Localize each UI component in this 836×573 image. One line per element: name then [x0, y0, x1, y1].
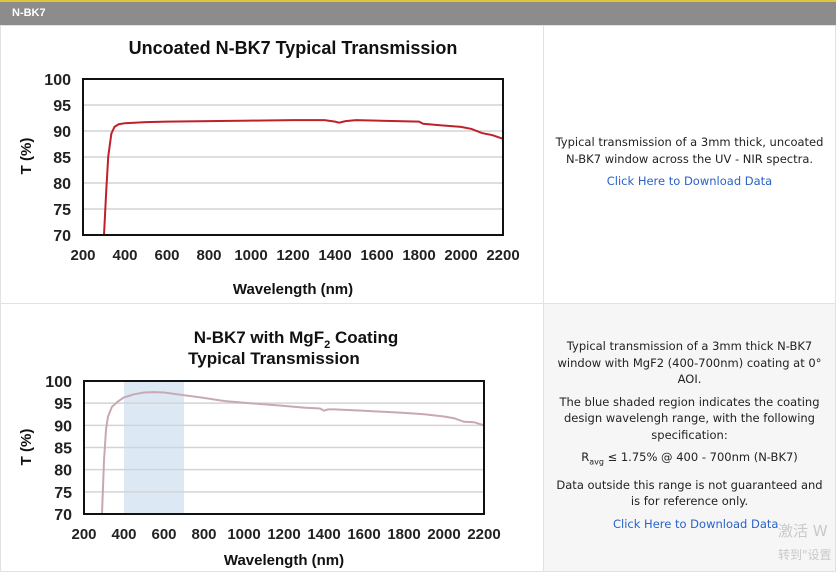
watermark: 激活 W	[778, 522, 828, 540]
download-data-link[interactable]: Click Here to Download Data	[606, 174, 773, 188]
download-data-link[interactable]: Click Here to Download Data	[613, 516, 779, 531]
y-axis-label: T (%)	[18, 138, 35, 175]
x-tick-label: 1600	[360, 247, 393, 264]
description-cell-uncoated: Typical transmission of a 3mm thick, unc…	[543, 25, 836, 304]
description-text: Data outside this range is not guarantee…	[556, 477, 823, 509]
x-tick-label: 200	[70, 247, 95, 264]
chart-title: Uncoated N-BK7 Typical Transmission	[129, 38, 458, 58]
x-tick-label: 800	[196, 247, 221, 264]
x-tick-label: 1800	[402, 247, 435, 264]
y-tick-label: 85	[54, 441, 72, 458]
y-tick-label: 100	[44, 72, 71, 89]
x-tick-label: 1200	[276, 247, 309, 264]
x-axis-label: Wavelength (nm)	[224, 552, 344, 569]
section-header: N-BK7	[0, 0, 836, 25]
x-tick-label: 2000	[444, 247, 477, 264]
x-tick-label: 400	[112, 247, 137, 264]
y-tick-label: 70	[53, 228, 71, 245]
y-tick-label: 70	[54, 507, 72, 524]
chart-cell-mgf2: 70 75 80 85 90 95 100 200 400 600 800 1000 1200 1400 1…	[0, 303, 544, 572]
y-tick-label: 95	[53, 98, 71, 115]
chart-mgf2: 70 75 80 85 90 95 100 200 400 600 800 1000 1200 1400 1…	[18, 328, 501, 569]
description-cell-mgf2: Typical transmission of a 3mm thick N-BK…	[543, 303, 836, 572]
y-tick-label: 95	[54, 396, 72, 413]
x-tick-label: 2000	[427, 526, 460, 543]
x-tick-label: 1000	[234, 247, 267, 264]
plot-frame	[82, 78, 504, 236]
chart-title-line2: Typical Transmission	[188, 349, 360, 368]
x-tick-label: 800	[191, 526, 216, 543]
transmission-curve	[103, 119, 504, 236]
plot-frame	[83, 380, 485, 515]
y-tick-label: 75	[54, 485, 72, 502]
x-tick-label: 1400	[318, 247, 351, 264]
x-tick-label: 400	[111, 526, 136, 543]
description-text: Typical transmission of a 3mm thick N-BK…	[557, 339, 822, 386]
y-tick-label: 75	[53, 202, 71, 219]
y-tick-label: 100	[45, 374, 72, 391]
transmission-curve	[101, 391, 485, 515]
x-tick-label: 1000	[227, 526, 260, 543]
x-tick-label: 1800	[387, 526, 420, 543]
chart-title: N-BK7 with MgF2 Coating	[194, 328, 398, 351]
y-axis-label: T (%)	[18, 429, 35, 466]
x-tick-label: 600	[151, 526, 176, 543]
spec-text: Ravg ≤ 1.75% @ 400 - 700nm (N-BK7)	[581, 450, 798, 467]
x-tick-label: 2200	[486, 247, 519, 264]
y-tick-label: 85	[53, 150, 71, 167]
x-tick-label: 600	[154, 247, 179, 264]
chart-uncoated: 70 75 80 85 90 95 100 200 400 600 800 1000 1200 1400 1…	[18, 38, 520, 298]
x-axis-label: Wavelength (nm)	[233, 281, 353, 298]
x-tick-label: 1400	[307, 526, 340, 543]
chart-cell-uncoated: 70 75 80 85 90 95 100 200 400 600 800 1000 1200 1400 1…	[0, 25, 544, 304]
y-tick-label: 80	[53, 176, 71, 193]
section-title: N-BK7	[12, 7, 46, 19]
description-text: Typical transmission of a 3mm thick, unc…	[555, 135, 824, 166]
x-tick-label: 1200	[267, 526, 300, 543]
y-tick-label: 80	[54, 463, 72, 480]
x-tick-label: 200	[71, 526, 96, 543]
x-tick-label: 2200	[467, 526, 500, 543]
y-tick-label: 90	[54, 418, 72, 435]
y-tick-label: 90	[53, 124, 71, 141]
watermark: 转到"设置	[778, 548, 832, 562]
description-text: The blue shaded region indicates the coa…	[559, 394, 820, 442]
x-tick-label: 1600	[347, 526, 380, 543]
